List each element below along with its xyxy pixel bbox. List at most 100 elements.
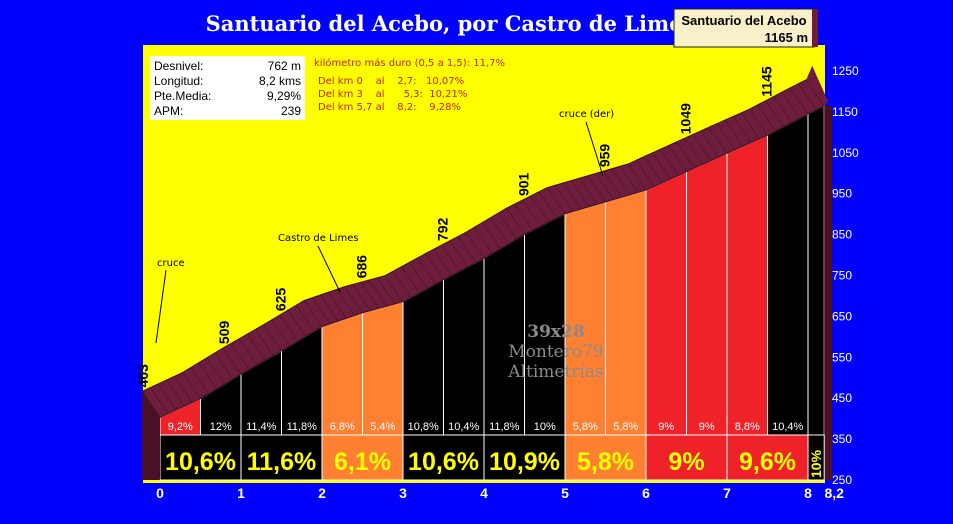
x-tick-label: 3 [399,485,407,501]
crust-hatch [230,343,250,370]
crust-hatch [376,277,396,305]
altitude-label: 1049 [678,103,694,134]
altitude-labels: 403 509 625 686 792 901 959 1049 1145 [135,66,775,387]
crust-hatch [546,187,566,214]
crust-hatch [611,168,631,195]
km-pct-label: 10,6% [165,448,236,476]
km-pct-label: 11,6% [247,448,317,476]
segment-pct-label: 11,8% [287,421,318,433]
x-tick-label: 5 [561,485,569,501]
x-axis: 0 1 2 3 4 5 6 7 8 8,2 [156,485,844,501]
crust-hatch [522,199,541,227]
crust-hatch [182,372,201,399]
crust-hatch [368,279,388,307]
crust-hatch [530,195,550,223]
annotation-label: cruce [157,258,185,269]
crust-hatch [571,180,590,207]
crust-hatch [506,208,525,235]
crust-hatch [400,266,420,294]
crust-hatch [652,152,671,180]
crust-hatch [660,149,679,176]
x-tick-label: 7 [723,485,731,501]
x-tick-label: 6 [642,485,650,501]
crust-hatch [465,232,485,259]
segment-labels: 9,2% 12% 11,4% 11,8% 6,8% 5,4% 10,8% 10,4% 11,8%… [168,421,804,433]
km-labels: 10,6% 11,6% 6,1% 10,6% 10,9% 5,8% 9% 9,6% 10% [165,448,824,478]
segment-fill [807,104,825,436]
crust-hatch [457,236,477,263]
y-tick-label: 850 [832,228,852,242]
crust-hatch [157,383,177,411]
crust-hatch [352,284,371,311]
crust-hatch [684,138,703,165]
segment-pct-label: 9,2% [168,421,193,433]
crust-hatch [174,376,193,403]
segment-fill [443,257,485,436]
crust-hatch [587,175,606,203]
crust-hatch [328,292,347,319]
crust-hatch [498,212,517,240]
segment-pct-label: 10,4% [448,421,479,433]
crust-hatch [311,297,331,325]
y-tick-label: 350 [832,432,852,446]
crust-hatch [449,240,469,267]
km-pct-label: 10,9% [489,448,560,476]
segment-pct-label: 10,4% [772,421,803,433]
crust-hatch [473,227,493,254]
summit-box: Santuario del Acebo 1165 m [673,8,818,48]
segment-pct-label: 12% [210,421,232,433]
crust-hatch [627,163,647,191]
altitude-label: 625 [273,288,289,312]
x-tick-label: 0 [156,485,164,501]
crust-hatch [554,185,574,212]
segment-pct-label: 11,4% [246,421,277,433]
crust-hatch [336,289,355,316]
x-tick-label: 4 [480,485,488,501]
km-pct-label: 9% [668,448,704,476]
segment-fill [321,312,363,436]
crust-hatch [692,134,712,161]
crust-hatch [206,357,226,385]
km-band-cell [645,434,728,481]
km-band-cell [807,434,825,481]
crust-end [806,65,829,106]
x-tick-label: 2 [318,485,326,501]
summit-altitude: 1165 m [765,30,808,45]
km-band-side [150,423,160,480]
crust-hatch [635,160,655,187]
stat-value: 8,2 kms [259,74,301,88]
annotation-pointer [155,269,167,344]
crust-hatch [579,178,598,205]
segment-fill [362,301,404,436]
section-line: Del km 5,7 al 8,2: 9,28% [318,102,461,113]
crust-hatch [789,87,809,115]
crust-hatch [238,338,258,365]
crust-hatch [360,282,379,309]
chart-title: Santuario del Acebo, por Castro de Limes [206,11,695,36]
crust-hatch [384,275,404,302]
crust-hatch [757,104,776,132]
crust-hatch [781,92,801,119]
x-tick-label: 1 [237,485,245,501]
crust-hatch [247,333,266,361]
crust-hatch [190,367,209,394]
crust-hatch [441,244,460,272]
crust-hatch [741,112,760,139]
annotation-pointer [585,121,604,177]
crust-hatch [700,130,720,158]
segment-fill [605,189,647,436]
altitude-label: 686 [354,255,370,279]
segment-fill [767,113,809,436]
stat-label: Longitud: [154,74,203,88]
segment-pct-label: 6,8% [330,421,355,433]
section-line: Del km 0 al 2,7: 10,07% [318,76,464,87]
crust-hatch [166,379,185,407]
km-pct-label: 9,6% [739,448,796,476]
crust-hatch [149,387,169,414]
y-tick-label: 950 [832,187,852,201]
crust-hatch [222,347,242,375]
segment-pct-label: 11,8% [489,421,520,433]
altitude-label: 901 [516,172,532,196]
crust-hatch [668,145,687,172]
